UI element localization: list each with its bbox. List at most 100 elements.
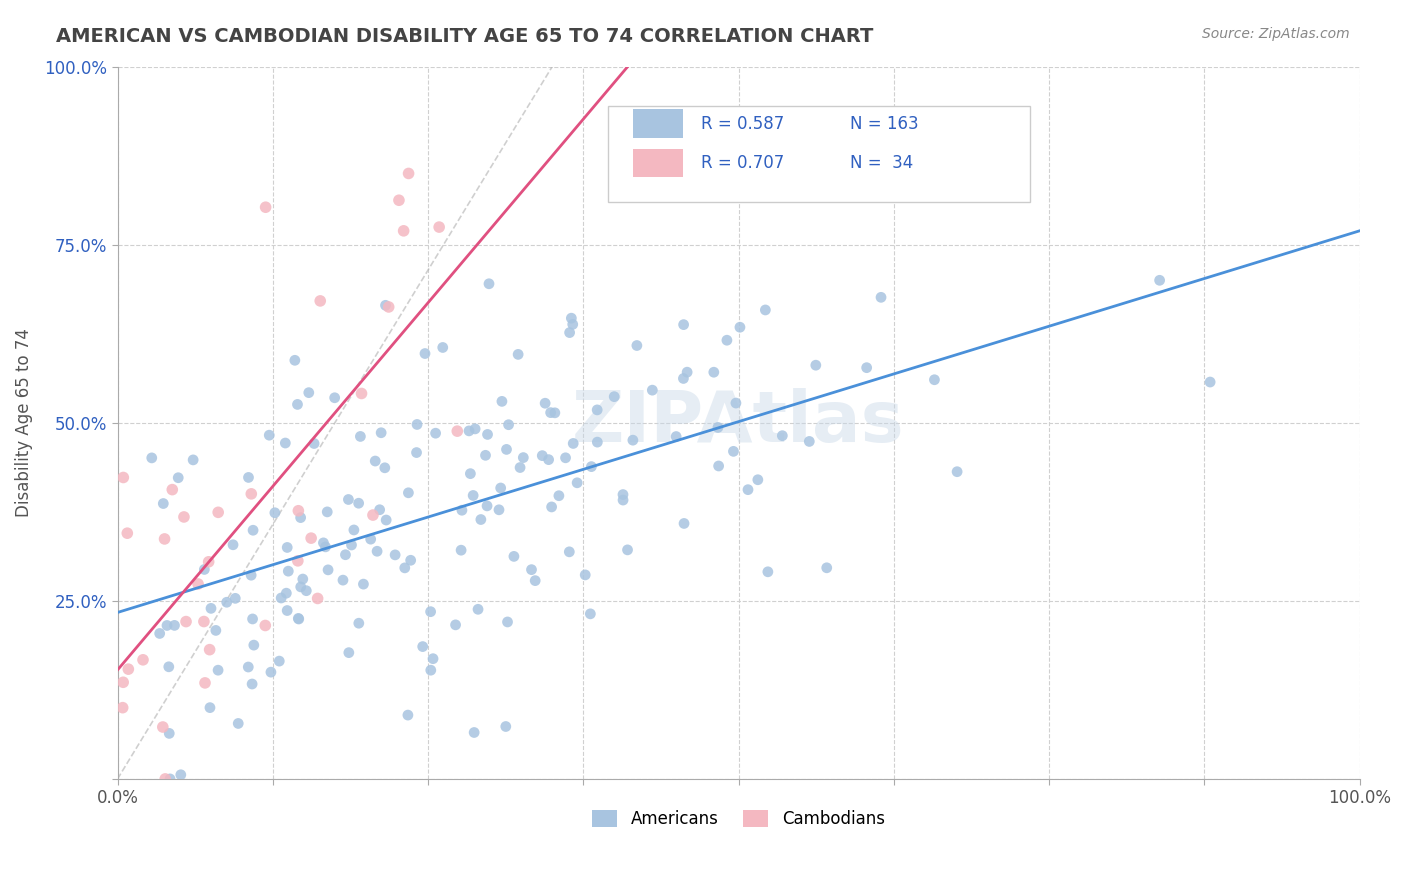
Point	[586, 435, 609, 450]
Point	[207, 663, 229, 677]
Point	[309, 293, 332, 308]
Point	[242, 612, 264, 626]
Point	[770, 428, 793, 442]
Point	[254, 618, 277, 632]
Point	[737, 483, 759, 497]
Point	[350, 386, 373, 401]
Point	[222, 538, 245, 552]
Point	[554, 450, 576, 465]
Point	[198, 642, 221, 657]
Point	[370, 425, 392, 440]
Point	[243, 638, 266, 652]
Point	[287, 397, 309, 411]
Point	[491, 394, 513, 409]
Point	[259, 428, 281, 442]
Point	[290, 580, 312, 594]
Point	[240, 568, 263, 582]
Point	[707, 458, 730, 473]
Point	[524, 574, 547, 588]
Point	[477, 427, 499, 442]
Point	[412, 640, 434, 654]
Point	[562, 436, 585, 450]
Point	[240, 487, 263, 501]
Point	[224, 591, 246, 606]
Point	[676, 365, 699, 379]
Point	[626, 338, 648, 352]
Point	[665, 429, 688, 443]
Point	[723, 444, 745, 458]
Point	[446, 424, 468, 438]
Point	[215, 595, 238, 609]
Point	[374, 298, 396, 312]
Point	[347, 616, 370, 631]
Point	[405, 445, 427, 459]
Point	[612, 487, 634, 501]
Point	[413, 346, 436, 360]
Point	[302, 436, 325, 450]
Point	[396, 485, 419, 500]
Point	[586, 403, 609, 417]
Y-axis label: Disability Age 65 to 74: Disability Age 65 to 74	[15, 328, 32, 517]
Point	[804, 358, 827, 372]
Point	[924, 373, 946, 387]
Point	[290, 510, 312, 524]
Point	[512, 450, 534, 465]
Point	[153, 532, 176, 546]
Point	[855, 360, 877, 375]
Point	[548, 489, 571, 503]
Point	[374, 460, 396, 475]
Point	[621, 433, 644, 447]
Point	[520, 563, 543, 577]
Point	[728, 320, 751, 334]
Point	[870, 290, 893, 304]
Point	[470, 512, 492, 526]
Point	[159, 772, 181, 786]
Point	[157, 660, 180, 674]
Point	[1149, 273, 1171, 287]
Point	[425, 426, 447, 441]
Point	[673, 516, 696, 531]
Point	[489, 481, 512, 495]
Point	[343, 523, 366, 537]
Point	[495, 719, 517, 733]
Point	[287, 611, 309, 625]
Point	[340, 538, 363, 552]
Text: R = 0.587: R = 0.587	[702, 114, 785, 133]
Point	[117, 526, 139, 541]
Point	[337, 492, 360, 507]
Point	[377, 300, 399, 314]
Point	[946, 465, 969, 479]
Point	[205, 624, 228, 638]
Point	[544, 406, 567, 420]
Point	[226, 716, 249, 731]
Point	[458, 424, 481, 438]
Point	[194, 676, 217, 690]
Point	[111, 700, 134, 714]
Point	[392, 224, 415, 238]
Point	[141, 450, 163, 465]
Text: R = 0.707: R = 0.707	[702, 153, 785, 172]
Point	[167, 471, 190, 485]
Point	[277, 564, 299, 578]
Legend: Americans, Cambodians: Americans, Cambodians	[585, 803, 891, 835]
Bar	[633, 148, 683, 177]
Point	[558, 326, 581, 340]
Point	[534, 396, 557, 410]
Point	[132, 653, 155, 667]
Point	[316, 563, 339, 577]
Point	[612, 493, 634, 508]
Point	[299, 531, 322, 545]
Point	[474, 448, 496, 462]
Point	[488, 503, 510, 517]
Point	[170, 768, 193, 782]
Point	[475, 499, 498, 513]
Point	[574, 568, 596, 582]
Point	[174, 615, 197, 629]
Point	[509, 460, 531, 475]
Point	[672, 371, 695, 385]
Point	[316, 505, 339, 519]
Point	[398, 166, 420, 180]
Point	[200, 601, 222, 615]
Point	[291, 572, 314, 586]
Point	[263, 506, 285, 520]
